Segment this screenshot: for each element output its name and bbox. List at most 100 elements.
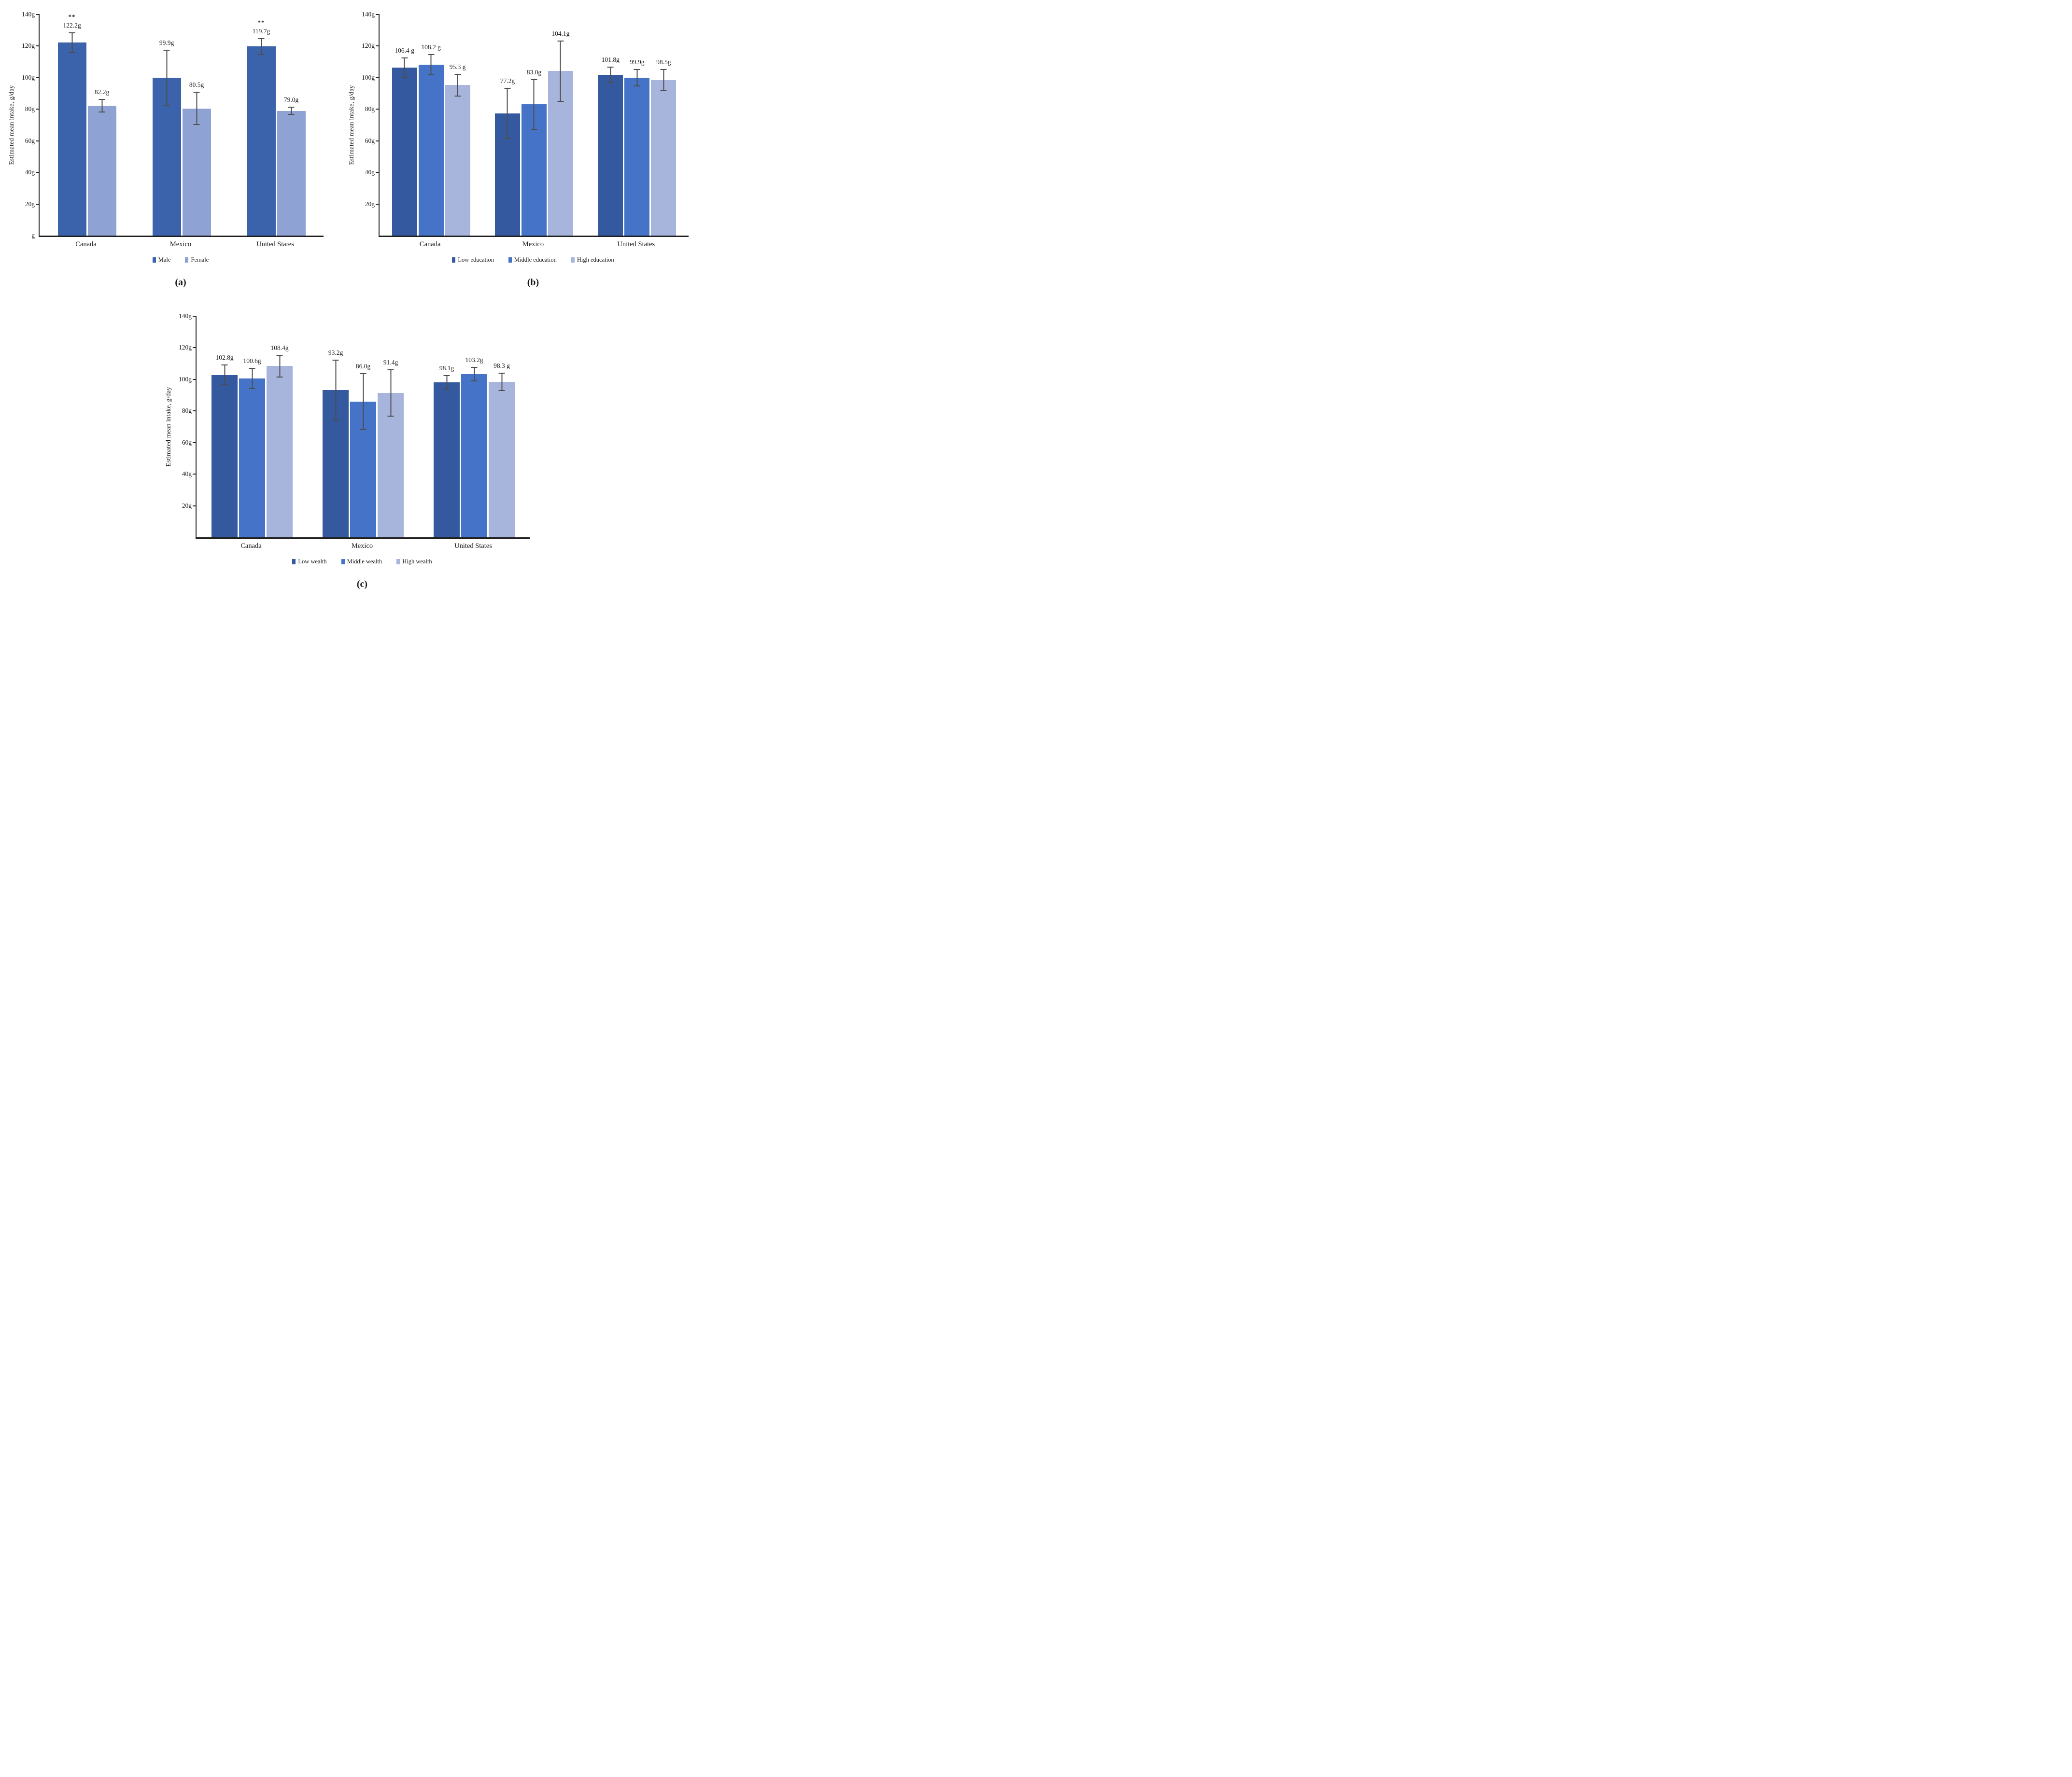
category-group-united-states: 119.7g ** 79.0g [247,19,306,236]
bar-canada-middle-wealth [239,378,265,537]
value-label: 122.2g [63,21,81,29]
y-axis-title-text: Estimated mean intake, g/day [8,85,15,165]
chart-c-body: Estimated mean intake, g/day 140g 120g 100… [163,312,530,539]
error-bar [332,360,339,420]
y-tick-mark [376,140,380,141]
error-bar-cap-bottom [249,388,255,389]
y-tick-mark [193,378,197,380]
caption-b: (b) [527,277,539,288]
error-bar-cap-top [360,373,366,374]
y-tick-label: 60g [365,137,375,144]
error-bar-line [404,57,405,78]
error-bar [454,73,461,97]
y-tick-label: 20g [182,502,192,509]
error-bar [163,49,170,106]
y-tick-label: 100g [362,73,375,81]
barwrap-canada-female: 82.2g [87,88,116,236]
error-bar-cap-bottom [660,90,667,91]
barwrap-mexico-female: 80.5g [182,81,211,236]
y-axis-title: Estimated mean intake, g/day [6,14,17,236]
legend-label-middle-wealth: Middle wealth [347,558,382,565]
x-axis-labels: Canada Mexico United States [196,542,529,550]
legend: Male Female [39,256,323,264]
error-bar-cap-bottom [634,85,640,87]
error-bar-line [224,364,225,386]
barwrap-canada-low-education: 106.4 g [392,47,417,236]
caption-a: (a) [175,277,186,288]
legend-label-high-wealth: High wealth [402,558,432,565]
bar-united-states-middle-education [624,78,650,236]
error-bar-cap-top [332,360,339,361]
top-row: Estimated mean intake, g/day 140g 120g 100… [0,5,692,288]
bottom-row: Estimated mean intake, g/day 140g 120g 100… [0,307,692,590]
error-bar-cap-top [660,69,667,70]
bar-united-states-low-wealth [434,382,460,537]
error-bar-line [474,367,475,382]
bar-united-states-female [277,111,306,236]
barwrap-united-states-high-education: 98.5g [651,58,677,236]
error-bar-line [446,375,447,390]
error-bar [607,66,614,83]
y-axis: 140g 120g 100g 80g 60g 40g 20g g [17,11,39,239]
error-bar [504,88,511,140]
barwrap-canada-high-education: 95.3 g [445,63,470,236]
significance-marker: ** [257,19,265,27]
legend-swatch-high-education [571,257,575,263]
error-bar-cap-top [163,49,170,51]
y-tick-mark [376,77,380,78]
error-bar-cap-top [504,88,511,89]
error-bar [471,367,478,382]
error-bar-cap-top [99,99,105,100]
error-bar-cap-bottom [607,82,614,83]
error-bar-line [196,92,197,125]
bar-groups: 106.4 g 108.2 g 95.3 g 77.2g 83.0g 104.1g 101.… [380,14,689,236]
legend-label-middle-education: Middle education [514,256,557,263]
barwrap-canada-middle-education: 108.2 g [418,43,444,236]
barwrap-united-states-low-wealth: 98.1g [434,364,460,537]
bar-canada-high-education [445,85,470,236]
error-bar-line [279,354,280,378]
error-bar [387,369,394,417]
y-tick-label: 120g [22,42,35,50]
bar-canada-middle-education [418,65,444,236]
error-bar-cap-bottom [163,105,170,106]
error-bar-cap-bottom [221,384,228,386]
error-bar-cap-top [471,367,478,368]
value-label: 98.3 g [493,362,510,370]
legend-label-male: Male [158,256,171,263]
legend-label-female: Female [191,256,209,263]
error-bar-line [610,66,611,83]
plot-area: 122.2g ** 82.2g 99.9g 80.5g 119.7g ** 79.0g [36,13,324,237]
y-tick-mark [193,316,197,317]
x-category-label-canada: Canada [419,240,441,248]
y-tick-label: 120g [179,344,192,351]
plot-area: 106.4 g 108.2 g 95.3 g 77.2g 83.0g 104.1g 101.… [376,14,689,237]
error-bar-cap-bottom [443,389,450,390]
y-axis-title: Estimated mean intake, g/day [346,14,357,236]
barwrap-mexico-middle-wealth: 86.0g [350,363,376,537]
y-tick-mark [193,505,197,506]
error-bar-line [430,54,432,76]
y-axis-title-text: Estimated mean intake, g/day [348,85,355,165]
error-bar-cap-top [401,57,408,59]
error-bar [276,354,283,378]
error-bar-cap-top [443,375,450,377]
error-bar-cap-top [249,368,255,369]
error-bar-line [252,368,253,389]
chart-a: Estimated mean intake, g/day 140g 120g 100… [6,5,324,288]
y-tick-label: 60g [182,438,192,446]
legend-swatch-low-wealth [292,559,296,564]
y-tick-label: 40g [365,168,375,176]
y-tick-mark [376,45,380,47]
error-bar-cap-top [276,354,283,356]
y-tick-label: 140g [22,11,35,18]
error-bar-line [101,99,102,113]
plot-area: 102.8g 100.6g 108.4g 93.2g 86.0g 91.4g 98.1g 10… [193,316,530,539]
bar-united-states-middle-wealth [461,374,487,537]
y-tick-label: 140g [362,11,375,18]
y-tick-label: 140g [179,312,192,320]
y-tick-mark [36,109,40,110]
chart-a-body: Estimated mean intake, g/day 140g 120g 100… [6,11,324,239]
legend-swatch-middle-wealth [341,559,345,564]
error-bar-cap-bottom [288,113,295,115]
